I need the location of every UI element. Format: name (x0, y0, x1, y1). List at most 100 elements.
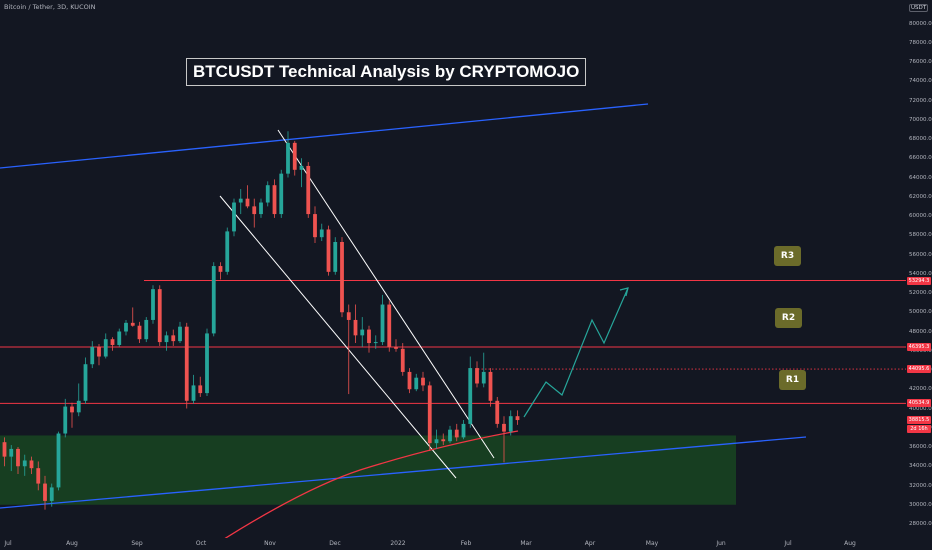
candle-body (36, 468, 41, 484)
candle-body (508, 416, 513, 432)
candle-body (427, 385, 432, 444)
candle-body (90, 346, 95, 365)
moving-average-line (224, 430, 519, 538)
price-tick-label: 54000.0 (909, 270, 932, 277)
candle-body (414, 377, 419, 390)
candle-body (164, 335, 169, 343)
price-tick-label: 72000.0 (909, 97, 932, 104)
price-tag: 46395.3 (907, 342, 931, 351)
candle-body (137, 325, 142, 340)
candle-body (198, 385, 203, 394)
time-tick-label: Jul (784, 540, 792, 547)
candle-body (367, 329, 371, 344)
candle-body (407, 371, 412, 390)
candle-body (232, 202, 236, 232)
price-tag: 44095.6 (907, 365, 931, 374)
candle-body (70, 406, 74, 413)
candle-body (76, 400, 81, 413)
price-tick-label: 50000.0 (909, 309, 932, 316)
candle-body (346, 312, 351, 320)
projection-arrowhead (619, 287, 629, 297)
lower-channel-line (0, 436, 807, 509)
wedge-upper-line (277, 129, 495, 459)
candle-body (211, 266, 216, 334)
candle-body (488, 371, 493, 401)
candle-body (353, 319, 358, 336)
candle-body (360, 329, 365, 336)
candle-body (205, 333, 209, 394)
time-tick-label: Dec (329, 540, 341, 547)
candle-body (475, 368, 479, 384)
candle-body (448, 429, 452, 442)
price-tick-label: 70000.0 (909, 116, 932, 123)
candle-body (461, 423, 466, 438)
currency-label[interactable]: USDT (909, 4, 929, 12)
time-tick-label: Feb (460, 540, 472, 547)
time-tick-label: Mar (520, 540, 532, 547)
time-tick-label: Nov (264, 540, 276, 547)
candle-body (434, 439, 439, 444)
price-tick-label: 64000.0 (909, 174, 932, 181)
candle-body (394, 346, 398, 349)
price-tick-label: 56000.0 (909, 251, 932, 258)
candle-body (124, 322, 128, 332)
time-tick-label: Jul (4, 540, 12, 547)
candle-body (326, 229, 331, 272)
candle-body (171, 335, 176, 342)
price-tick-label: 68000.0 (909, 136, 932, 142)
price-tick-label: 30000.0 (909, 501, 932, 508)
price-tag: 53294.3 (907, 276, 931, 285)
candle-body (421, 377, 425, 386)
candle-body (157, 289, 162, 343)
candle-body (43, 483, 47, 501)
candle-body (333, 241, 338, 272)
price-tick-label: 52000.0 (909, 290, 932, 296)
candle-body (97, 346, 101, 357)
chart-canvas[interactable] (0, 0, 906, 538)
time-tick-label: Sep (131, 540, 143, 547)
candle-body (313, 214, 317, 238)
candle-body (259, 202, 263, 215)
candle-body (502, 423, 506, 432)
symbol-info: Bitcoin / Tether, 3D, KUCOIN (4, 3, 96, 11)
candle-body (2, 442, 7, 457)
candle-body (238, 198, 243, 203)
callout-r3: R3 (774, 246, 801, 266)
candle-body (22, 460, 27, 467)
price-tick-label: 40000.0 (909, 405, 932, 412)
candle-body (144, 319, 149, 340)
chart-title: BTCUSDT Technical Analysis by CRYPTOMOJO (186, 58, 587, 86)
price-tick-label: 80000.0 (909, 20, 932, 27)
candle-body (373, 342, 378, 344)
price-tick-label: 36000.0 (909, 444, 932, 450)
projection-path (523, 287, 629, 418)
price-tick-label: 32000.0 (909, 482, 932, 489)
candle-body (184, 326, 189, 401)
candle-body (151, 289, 155, 320)
time-tick-label: Oct (195, 540, 207, 547)
price-tag: 38815.5 (907, 415, 931, 424)
price-tick-label: 62000.0 (909, 193, 932, 200)
candle-body (380, 304, 385, 343)
price-tick-label: 78000.0 (909, 39, 932, 46)
candle-body (9, 448, 14, 457)
price-tag: 40534.9 (907, 399, 931, 408)
candle-body (252, 206, 257, 215)
price-tick-label: 58000.0 (909, 232, 932, 239)
candle-body (495, 400, 500, 424)
candle-body (272, 185, 277, 215)
price-tag: 2d 16h (907, 424, 931, 433)
price-tick-label: 28000.0 (909, 521, 932, 527)
candle-body (299, 165, 304, 170)
support-zone (0, 435, 736, 505)
candle-body (441, 439, 446, 442)
candle-body (400, 348, 405, 372)
price-tick-label: 42000.0 (909, 386, 932, 393)
time-tick-label: Jun (716, 540, 726, 547)
price-tick-label: 74000.0 (909, 78, 932, 85)
candle-body (63, 406, 68, 434)
candle-body (191, 385, 196, 401)
price-scale[interactable]: 28000.030000.032000.034000.036000.038000… (906, 0, 932, 538)
time-scale[interactable]: Jul Aug Sep Oct Nov Dec 2022 Feb Mar Apr May Jun Jul… (0, 538, 906, 550)
time-tick-label: May (645, 540, 659, 547)
